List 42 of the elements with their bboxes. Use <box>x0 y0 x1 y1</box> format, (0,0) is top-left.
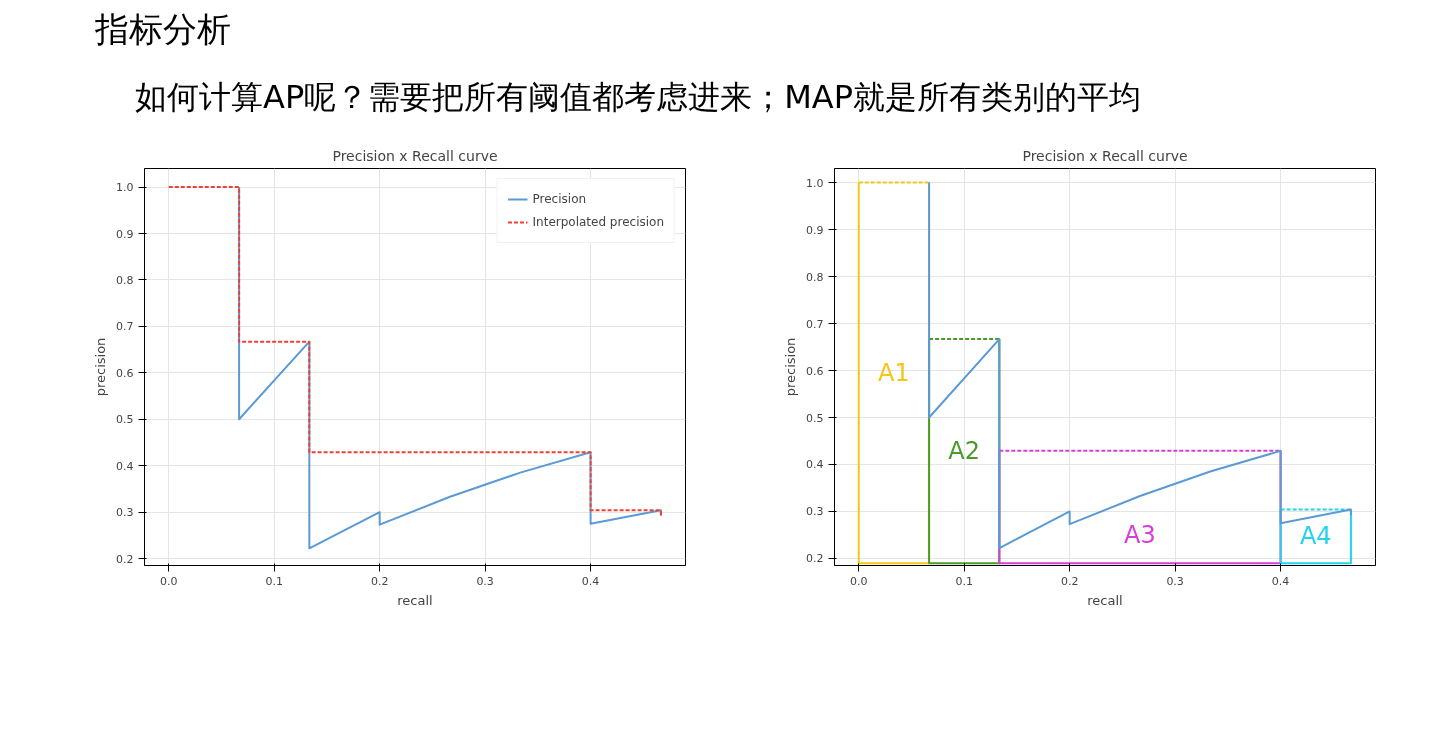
y-tick-label: 0.2 <box>116 552 134 566</box>
y-tick-label: 0.7 <box>116 320 134 334</box>
y-tick-label: 0.6 <box>116 366 134 380</box>
annotation: A1 <box>878 358 910 387</box>
x-tick-label: 0.3 <box>1166 574 1184 588</box>
x-tick-label: 0.4 <box>581 574 600 588</box>
y-axis-title: precision <box>783 337 799 397</box>
y-tick-label: 0.2 <box>806 552 824 566</box>
y-tick-label: 0.5 <box>116 413 134 427</box>
legend-label: Interpolated precision <box>532 215 664 229</box>
y-tick-label: 0.9 <box>116 227 134 241</box>
y-tick-label: 0.9 <box>806 223 824 237</box>
x-tick-label: 0.2 <box>370 574 389 588</box>
y-tick-label: 0.5 <box>806 411 824 425</box>
y-tick-label: 0.3 <box>116 506 134 520</box>
annotation: A2 <box>948 437 981 466</box>
x-tick-label: 0.1 <box>955 574 973 588</box>
y-tick-label: 1.0 <box>116 181 134 195</box>
chart-title: Precision x Recall curve <box>332 147 498 164</box>
y-tick-label: 0.8 <box>116 273 134 287</box>
y-axis-title: precision <box>93 337 109 397</box>
legend-label: Precision <box>532 192 587 206</box>
annotation: A3 <box>1124 521 1156 550</box>
text: 如何计算AP呢？需要把所有阈值都考虑进来；MAP就是所有类别的平均 <box>135 77 1141 118</box>
x-tick-label: 0.0 <box>160 574 178 588</box>
x-axis-title: recall <box>1087 592 1123 608</box>
annotation: A4 <box>1299 522 1332 551</box>
y-tick-label: 1.0 <box>806 176 824 190</box>
x-tick-label: 0.4 <box>1271 574 1290 588</box>
chart-title: Precision x Recall curve <box>1022 147 1188 164</box>
x-axis-title: recall <box>397 592 433 608</box>
y-tick-label: 0.8 <box>806 270 824 284</box>
y-tick-label: 0.6 <box>806 364 824 378</box>
x-tick-label: 0.1 <box>265 574 283 588</box>
x-tick-label: 0.2 <box>1060 574 1079 588</box>
y-tick-label: 0.4 <box>806 458 824 472</box>
x-tick-label: 0.0 <box>850 574 868 588</box>
y-tick-label: 0.3 <box>806 505 824 519</box>
text: 指标分析 <box>95 8 231 51</box>
y-tick-label: 0.7 <box>806 317 824 331</box>
y-tick-label: 0.4 <box>116 459 134 473</box>
x-tick-label: 0.3 <box>476 574 494 588</box>
